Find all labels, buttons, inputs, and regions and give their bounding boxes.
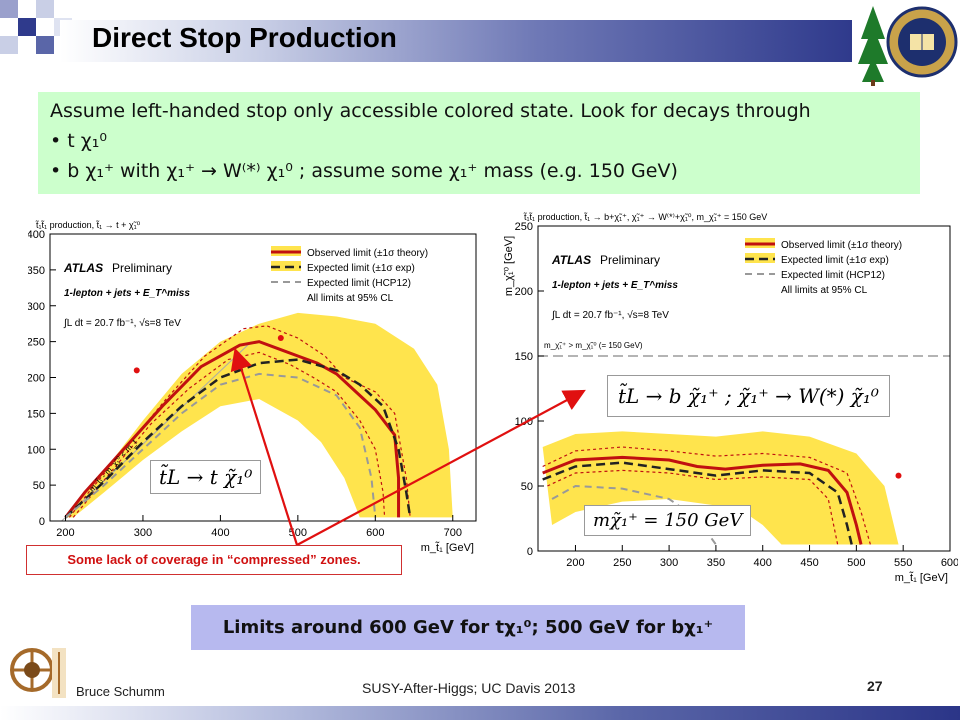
right-decay-callout: t̃L → b χ̃₁⁺ ; χ̃₁⁺ → W(*) χ̃₁⁰ xyxy=(607,375,890,417)
right-legend-entry: Expected limit (HCP12) xyxy=(781,270,885,281)
left-ytick-label: 150 xyxy=(28,408,45,420)
right-xtick-label: 200 xyxy=(566,557,584,569)
decor-square-2 xyxy=(18,18,36,36)
right-ylabel: m_χ̃₁⁰ [GeV] xyxy=(503,236,515,296)
right-ytick-label: 200 xyxy=(515,286,533,298)
left-highlight-point xyxy=(277,335,284,342)
left-xtick-label: 200 xyxy=(56,527,74,539)
decor-square-4 xyxy=(0,36,18,54)
left-legend-entry: All limits at 95% CL xyxy=(307,293,394,304)
decor-square-5 xyxy=(36,36,54,54)
right-xtick-label: 550 xyxy=(894,557,912,569)
left-ytick-label: 400 xyxy=(28,229,45,241)
page-number: 27 xyxy=(867,678,883,694)
left-xlabel: m_t̃₁ [GeV] xyxy=(421,541,474,554)
info-line-1: Assume left-handed stop only accessible … xyxy=(50,100,811,122)
right-xtick-label: 450 xyxy=(800,557,818,569)
left-series-2-observed-dotted xyxy=(72,351,386,518)
left-legend-entry: Expected limit (HCP12) xyxy=(307,278,411,289)
right-selection-label: 1-lepton + jets + E_T^miss xyxy=(552,280,678,291)
info-line-2: • t χ₁⁰ xyxy=(50,130,107,152)
left-ytick-label: 0 xyxy=(39,516,45,528)
right-xtick-label: 500 xyxy=(847,557,865,569)
right-series-3-expected xyxy=(542,461,853,545)
limits-summary: Limits around 600 GeV for tχ₁⁰; 500 GeV … xyxy=(191,605,745,650)
info-box: Assume left-handed stop only accessible … xyxy=(38,92,920,194)
coverage-note: Some lack of coverage in “compressed” zo… xyxy=(26,545,402,575)
right-series-1-observed-dotted xyxy=(542,446,871,545)
left-exclusion-chart: 200 300 400 500 600 7000501001502002503003504… xyxy=(28,216,488,556)
right-frame xyxy=(537,225,951,552)
right-xtick-label: 600 xyxy=(941,557,958,569)
chargino-mass-callout: mχ̃₁⁺ = 150 GeV xyxy=(584,505,752,536)
left-lumi-label: ∫L dt = 20.7 fb⁻¹, √s=8 TeV xyxy=(63,317,181,329)
right-series-2-observed-dotted xyxy=(547,469,839,545)
left-expected-band xyxy=(65,312,453,518)
left-header: t̃₁t̃₁ production, t̃₁ → t + χ̃₁⁰ xyxy=(35,220,141,230)
info-line-3: • b χ₁⁺ with χ₁⁺ → W⁽*⁾ χ₁⁰ ; assume som… xyxy=(50,160,678,182)
right-preliminary-label: Preliminary xyxy=(600,253,660,267)
right-ytick-label: 50 xyxy=(521,481,533,493)
right-atlas-label: ATLAS xyxy=(551,253,591,267)
left-ytick-label: 200 xyxy=(28,373,45,385)
right-expected-band xyxy=(542,431,899,545)
right-series-0-observed xyxy=(542,455,863,545)
decor-square-1 xyxy=(0,0,18,18)
right-ytick-label: 150 xyxy=(515,351,533,363)
left-xtick-label: 400 xyxy=(211,527,229,539)
left-decay-callout: t̃L → t χ̃₁⁰ xyxy=(150,460,262,494)
decor-square-3 xyxy=(36,0,54,18)
left-ytick-label: 100 xyxy=(28,444,45,456)
left-series-3-expected xyxy=(64,358,412,519)
left-series-1-observed-dotted xyxy=(68,325,411,518)
university-seal-logo xyxy=(858,6,958,86)
right-highlight-point xyxy=(895,472,902,479)
right-xtick-label: 350 xyxy=(707,557,725,569)
right-header: t̃₁t̃₁ production, t̃₁ → b+χ̃₁⁺, χ̃₁⁺ → … xyxy=(523,212,768,222)
arrow-to-left-compressed xyxy=(230,347,299,546)
atlas-logo xyxy=(10,648,66,698)
left-highlight-point xyxy=(133,367,140,374)
right-kinematic-label: m_χ̃₁⁺ > m_χ̃₁⁰ (= 150 GeV) xyxy=(544,341,643,350)
left-xtick-label: 300 xyxy=(134,527,152,539)
left-atlas-label: ATLAS xyxy=(63,261,103,275)
left-xtick-label: 600 xyxy=(366,527,384,539)
left-selection-label: 1-lepton + jets + E_T^miss xyxy=(64,288,190,299)
left-ytick-label: 250 xyxy=(28,337,45,349)
right-legend-entry: All limits at 95% CL xyxy=(781,285,868,296)
left-preliminary-label: Preliminary xyxy=(112,261,172,275)
footer-author: Bruce Schumm xyxy=(76,684,165,699)
left-ytick-label: 300 xyxy=(28,301,45,313)
title-bar xyxy=(60,20,852,62)
left-ytick-label: 50 xyxy=(33,480,45,492)
right-xlabel: m_t̃₁ [GeV] xyxy=(895,571,948,584)
arrow-to-right-region xyxy=(296,389,586,546)
right-ytick-label: 0 xyxy=(527,546,533,558)
left-series-4-hcp xyxy=(64,372,377,519)
right-legend-entry: Observed limit (±1σ theory) xyxy=(781,240,902,251)
right-xtick-label: 300 xyxy=(660,557,678,569)
right-ytick-label: 250 xyxy=(515,221,533,233)
footer-event: SUSY-After-Higgs; UC Davis 2013 xyxy=(362,680,576,696)
left-ytick-label: 350 xyxy=(28,265,45,277)
left-kinematic-boundary xyxy=(61,341,252,522)
right-xtick-label: 250 xyxy=(613,557,631,569)
right-xtick-label: 400 xyxy=(754,557,772,569)
right-legend-entry: Expected limit (±1σ exp) xyxy=(781,255,889,266)
right-lumi-label: ∫L dt = 20.7 fb⁻¹, √s=8 TeV xyxy=(551,309,669,321)
left-xtick-label: 700 xyxy=(444,527,462,539)
left-legend-entry: Observed limit (±1σ theory) xyxy=(307,248,428,259)
bottom-bar xyxy=(0,706,960,720)
left-legend-entry: Expected limit (±1σ exp) xyxy=(307,263,415,274)
slide-title: Direct Stop Production xyxy=(92,22,397,53)
